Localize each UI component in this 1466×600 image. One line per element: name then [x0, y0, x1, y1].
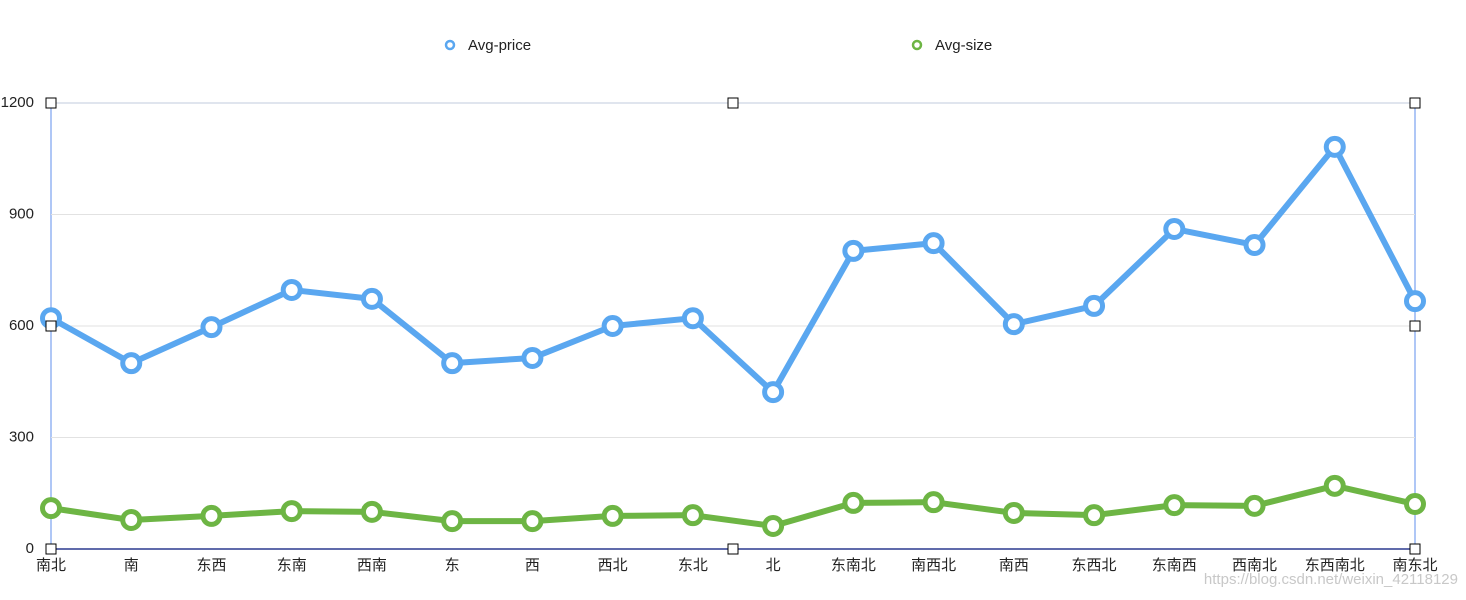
x-tick-label: 东 — [445, 557, 460, 574]
series-line — [50, 482, 1416, 529]
y-tick-label: 900 — [9, 205, 34, 222]
x-tick-label: 东南 — [277, 557, 307, 574]
selection-handle — [727, 97, 739, 109]
x-tick-label: 南 — [124, 557, 139, 574]
data-point — [441, 510, 464, 533]
x-tick-label: 西南北 — [1232, 557, 1277, 574]
data-point — [1163, 217, 1186, 240]
x-tick-label: 南东北 — [1392, 557, 1437, 574]
legend-label: Avg-price — [468, 37, 531, 54]
data-point — [1323, 135, 1346, 158]
x-tick-label: 南北 — [36, 557, 66, 574]
data-point — [521, 510, 544, 533]
x-tick-label: 西 — [525, 557, 540, 574]
x-tick-label: 东西北 — [1072, 557, 1117, 574]
x-tick-label: 东西南北 — [1305, 557, 1365, 574]
series — [40, 135, 1426, 404]
series — [40, 474, 1426, 537]
data-point — [120, 509, 143, 532]
x-tick-label: 西南 — [357, 557, 387, 574]
x-tick-label: 北 — [766, 557, 781, 574]
y-tick-label: 300 — [9, 428, 34, 445]
data-point — [1083, 294, 1106, 317]
y-tick-label: 600 — [9, 317, 34, 334]
data-point — [681, 504, 704, 527]
data-point — [441, 352, 464, 375]
selection-handle — [727, 543, 739, 555]
y-tick-label: 1200 — [1, 94, 34, 111]
data-point — [1323, 474, 1346, 497]
legend-marker — [911, 39, 923, 51]
data-point — [681, 307, 704, 330]
legend-label: Avg-size — [935, 37, 992, 54]
data-point — [1404, 290, 1426, 313]
data-point — [200, 504, 223, 527]
data-point — [200, 316, 223, 339]
data-point — [280, 278, 303, 301]
selection-handle — [1409, 543, 1421, 555]
data-point — [521, 346, 544, 369]
x-tick-label: 东南西 — [1152, 557, 1197, 574]
x-tick-label: 南西 — [999, 557, 1029, 574]
selection-handle — [1409, 97, 1421, 109]
selection-handles — [45, 97, 1421, 555]
data-point — [40, 497, 62, 520]
data-point — [360, 500, 383, 523]
data-point — [120, 352, 143, 375]
data-point — [280, 500, 303, 523]
selection-handle — [1409, 320, 1421, 332]
x-tick-label: 东北 — [678, 557, 708, 574]
selection-handle — [45, 320, 57, 332]
data-point — [601, 315, 624, 337]
data-point — [762, 514, 785, 537]
watermark: https://blog.csdn.net/weixin_42118129 — [1204, 571, 1458, 588]
data-point — [1002, 501, 1025, 524]
data-point — [1163, 494, 1186, 517]
data-point — [762, 381, 785, 404]
data-point — [1002, 313, 1025, 336]
selection-handle — [45, 97, 57, 109]
data-point — [1243, 494, 1266, 517]
data-point — [922, 491, 945, 514]
x-tick-label: 南西北 — [911, 557, 956, 574]
data-point — [1083, 504, 1106, 527]
data-point — [842, 239, 865, 262]
data-point — [1404, 493, 1426, 516]
data-point — [1243, 233, 1266, 256]
x-tick-label: 东南北 — [831, 557, 876, 574]
data-point — [922, 232, 945, 255]
y-tick-label: 0 — [26, 540, 34, 557]
legend-marker — [444, 39, 456, 51]
data-point — [842, 491, 865, 514]
x-tick-label: 西北 — [598, 557, 628, 574]
data-point — [601, 504, 624, 527]
series-line — [49, 143, 1418, 396]
selection-handle — [45, 543, 57, 555]
data-point — [360, 287, 383, 310]
x-tick-label: 东西 — [196, 557, 226, 574]
